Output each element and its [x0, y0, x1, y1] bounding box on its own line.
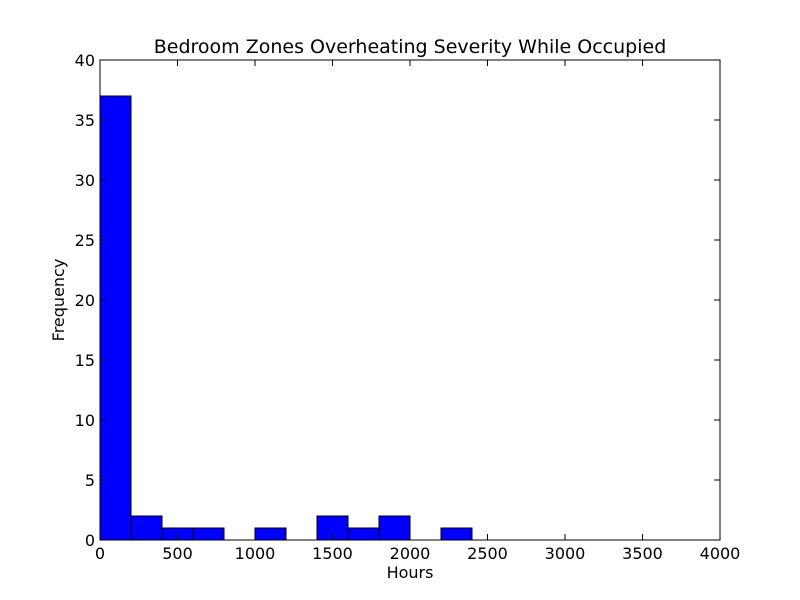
y-tick-label: 35	[75, 111, 95, 130]
y-tick-labels: 0 5 10 15 20 25 30 35 40	[75, 51, 95, 550]
histogram-bar	[99, 95, 132, 541]
y-tick-label: 5	[85, 471, 95, 490]
y-tick-label: 25	[75, 231, 95, 250]
y-tick-label: 20	[75, 291, 95, 310]
y-tick-label: 0	[85, 531, 95, 550]
x-tick-label: 500	[162, 544, 193, 563]
chart-title: Bedroom Zones Overheating Severity While…	[154, 36, 667, 58]
y-axis-label: Frequency	[49, 259, 68, 342]
histogram-bar	[254, 527, 287, 541]
x-tick-label: 2500	[467, 544, 508, 563]
x-tick-label: 3000	[545, 544, 586, 563]
y-tick-label: 40	[75, 51, 95, 70]
x-tick-label: 4000	[700, 544, 741, 563]
histogram-bar	[130, 515, 163, 541]
histogram-bar	[378, 515, 411, 541]
x-tick-label: 3500	[622, 544, 663, 563]
y-tick-label: 10	[75, 411, 95, 430]
y-tick-label: 15	[75, 351, 95, 370]
x-tick-label: 2000	[390, 544, 431, 563]
histogram-bar	[192, 527, 225, 541]
histogram-bars	[99, 95, 473, 541]
histogram-bar	[440, 527, 473, 541]
x-tick-label: 1500	[312, 544, 353, 563]
x-tick-label: 1000	[235, 544, 276, 563]
plot-area-frame	[99, 59, 721, 541]
x-tick-labels: 0 500 1000 1500 2000 2500 3000 3500 4000	[95, 544, 740, 563]
x-tick-label: 0	[95, 544, 105, 563]
histogram-bar	[347, 527, 380, 541]
x-axis-label: Hours	[387, 563, 434, 582]
y-tick-label: 30	[75, 171, 95, 190]
